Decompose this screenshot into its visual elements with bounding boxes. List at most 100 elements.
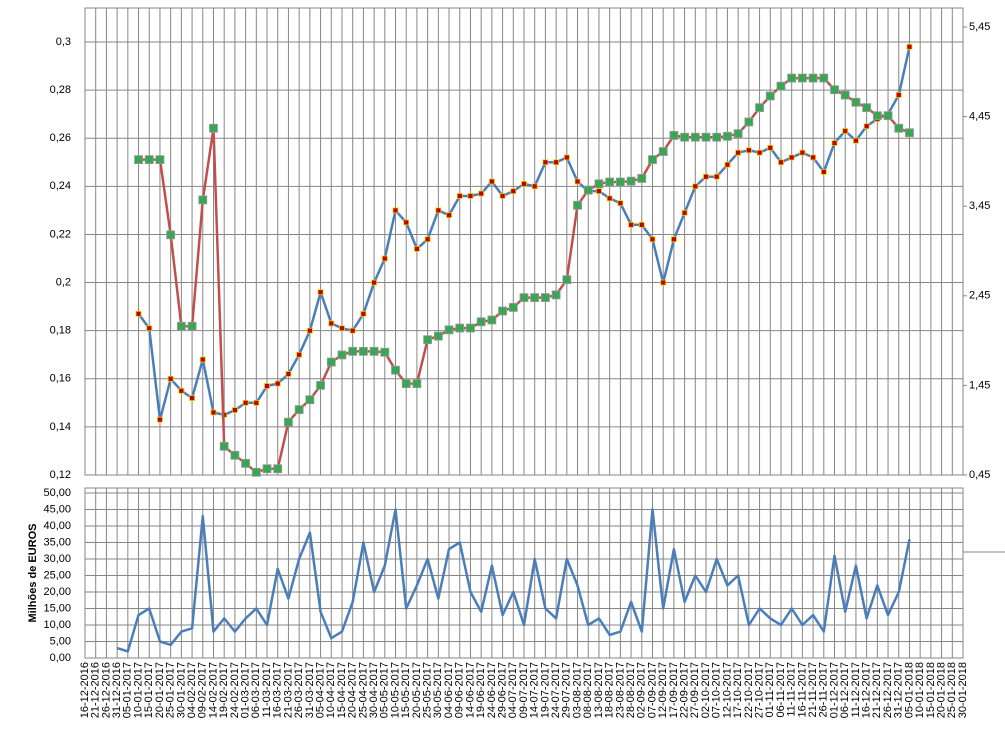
series-marker: [488, 178, 495, 185]
series-marker: [669, 131, 679, 140]
y2-tick-label: 1,45: [969, 379, 990, 391]
x-tick-label: 27-09-2017: [689, 662, 701, 718]
series-marker: [820, 168, 827, 175]
series-marker: [339, 325, 345, 332]
x-tick-label: 16-12-2017: [861, 662, 873, 718]
series-marker: [563, 154, 570, 161]
x-tick-label: 30-05-2017: [432, 662, 444, 718]
y-tick-label: 0,3: [56, 36, 71, 48]
series-marker: [423, 335, 433, 345]
series-marker: [230, 450, 240, 460]
x-tick-label: 11-03-2017: [261, 662, 273, 717]
series-marker: [617, 200, 624, 207]
series-marker: [392, 207, 399, 214]
series-marker: [273, 464, 283, 474]
series-marker: [530, 293, 540, 302]
series-marker: [797, 73, 807, 83]
x-tick-label: 05-04-2017: [314, 662, 326, 718]
y-tick-label: 25,00: [43, 569, 71, 581]
series-marker: [531, 183, 538, 190]
series-marker: [412, 379, 422, 389]
series-marker: [681, 209, 688, 216]
series-marker: [317, 289, 324, 296]
series-marker: [241, 458, 251, 468]
x-tick-label: 04-02-2017: [186, 662, 198, 718]
series-marker: [519, 293, 529, 302]
series-marker: [660, 279, 667, 286]
x-tick-label: 25-01-2018: [946, 662, 958, 718]
series-marker: [135, 310, 142, 317]
x-tick-label: 17-10-2017: [732, 662, 744, 718]
series-marker: [284, 417, 293, 427]
x-tick-label: 08-08-2017: [582, 662, 594, 718]
series-marker: [776, 81, 786, 91]
series-marker: [692, 183, 699, 190]
series-marker: [605, 177, 615, 187]
series-marker: [435, 207, 442, 214]
series-marker: [680, 132, 690, 142]
series-marker: [583, 185, 593, 195]
y-tick-label: 50,00: [43, 487, 71, 499]
series-marker: [187, 321, 197, 331]
series-marker: [510, 188, 517, 195]
series-marker: [626, 176, 636, 186]
series-marker: [541, 293, 550, 302]
series-marker: [831, 140, 838, 146]
x-tick-label: 21-12-2017: [871, 662, 883, 718]
y-tick-label: 45,00: [43, 503, 71, 515]
series-marker: [830, 85, 839, 95]
series-marker: [456, 193, 463, 199]
x-tick-label: 13-08-2017: [593, 662, 605, 718]
series-marker: [735, 149, 742, 156]
x-tick-label: 27-10-2017: [753, 662, 765, 718]
y-tick-label: 0,16: [50, 373, 71, 385]
x-tick-label: 10-04-2017: [325, 662, 337, 718]
series-marker: [648, 155, 657, 165]
x-tick-label: 06-11-2017: [775, 662, 787, 717]
series-marker: [767, 144, 774, 151]
y-tick-label: 0,26: [50, 132, 71, 144]
series-marker: [326, 357, 336, 367]
series-marker: [562, 275, 572, 285]
x-tick-label: 15-04-2017: [336, 662, 348, 718]
x-tick-label: 10-01-2018: [914, 662, 926, 718]
series-marker: [788, 154, 795, 161]
series-marker: [467, 193, 474, 199]
x-tick-label: 19-06-2017: [475, 662, 487, 718]
series-marker: [360, 310, 367, 317]
series-marker: [167, 375, 174, 382]
x-tick-label: 05-01-2018: [903, 662, 915, 718]
series-marker: [466, 323, 475, 333]
x-tick-label: 24-06-2017: [486, 662, 498, 718]
series-marker: [369, 346, 379, 356]
series-marker: [799, 149, 806, 156]
x-tick-label: 16-11-2017: [796, 662, 808, 717]
x-tick-label: 20-01-2018: [935, 662, 947, 718]
x-tick-label: 14-06-2017: [464, 662, 476, 718]
series-marker: [349, 327, 356, 334]
series-marker: [476, 317, 486, 327]
series-marker: [176, 321, 186, 331]
x-tick-label: 03-08-2017: [571, 662, 583, 718]
series-marker: [615, 177, 625, 187]
x-tick-label: 21-12-2016: [90, 662, 102, 718]
series-marker: [381, 255, 388, 262]
x-tick-label: 01-11-2017: [764, 662, 776, 717]
series-marker: [219, 441, 229, 451]
x-tick-label: 05-05-2017: [379, 662, 391, 718]
y-tick-label: 20,00: [43, 586, 71, 598]
x-tick-label: 16-03-2017: [272, 662, 284, 718]
x-tick-label: 25-04-2017: [357, 662, 369, 718]
series-marker: [703, 173, 709, 180]
x-tick-label: 10-05-2017: [389, 662, 401, 718]
series-marker: [134, 155, 143, 165]
x-tick-label: 30-04-2017: [368, 662, 380, 718]
y-tick-label: 30,00: [43, 553, 71, 565]
series-marker: [487, 315, 497, 325]
x-tick-label: 09-02-2017: [197, 662, 209, 718]
series-marker: [712, 132, 722, 142]
x-tick-label: 12-10-2017: [721, 662, 733, 718]
series-marker: [478, 190, 485, 197]
series-marker: [242, 399, 249, 406]
series-marker: [690, 132, 700, 142]
